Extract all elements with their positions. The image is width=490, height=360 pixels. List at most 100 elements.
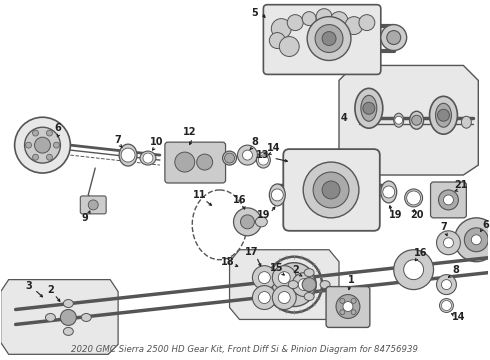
Text: 20: 20	[410, 210, 423, 220]
Ellipse shape	[361, 95, 377, 121]
Ellipse shape	[119, 144, 137, 166]
Text: 7: 7	[115, 135, 122, 145]
Text: 6: 6	[54, 123, 61, 133]
Circle shape	[143, 153, 153, 163]
Circle shape	[238, 145, 257, 165]
Circle shape	[330, 12, 348, 30]
Circle shape	[88, 200, 98, 210]
Circle shape	[252, 266, 276, 289]
Ellipse shape	[140, 151, 156, 165]
Polygon shape	[229, 250, 339, 319]
Polygon shape	[339, 66, 478, 175]
Ellipse shape	[270, 184, 285, 206]
Circle shape	[437, 231, 461, 255]
Circle shape	[336, 294, 360, 319]
Circle shape	[298, 279, 310, 291]
Ellipse shape	[63, 300, 74, 307]
Text: 6: 6	[482, 220, 489, 230]
Circle shape	[322, 181, 340, 199]
Circle shape	[351, 298, 356, 303]
Ellipse shape	[288, 280, 298, 289]
Ellipse shape	[394, 113, 404, 127]
Ellipse shape	[81, 314, 91, 321]
FancyBboxPatch shape	[264, 5, 381, 75]
Circle shape	[278, 292, 290, 303]
Circle shape	[24, 127, 60, 163]
Circle shape	[387, 31, 401, 45]
Text: 15: 15	[270, 263, 283, 273]
Circle shape	[441, 280, 451, 289]
Polygon shape	[0, 280, 118, 354]
Circle shape	[351, 310, 356, 315]
Text: 2020 GMC Sierra 2500 HD Gear Kit, Front Diff Si & Pinion Diagram for 84756939: 2020 GMC Sierra 2500 HD Gear Kit, Front …	[71, 345, 418, 354]
Circle shape	[272, 266, 296, 289]
Circle shape	[258, 272, 270, 284]
Ellipse shape	[304, 269, 314, 276]
Circle shape	[47, 154, 52, 160]
Circle shape	[322, 32, 336, 45]
Circle shape	[279, 37, 299, 57]
Ellipse shape	[256, 152, 270, 168]
Circle shape	[271, 19, 291, 39]
Text: 14: 14	[452, 312, 465, 323]
FancyBboxPatch shape	[326, 287, 370, 328]
Circle shape	[47, 130, 52, 136]
Ellipse shape	[381, 181, 397, 203]
Circle shape	[441, 301, 451, 310]
Circle shape	[15, 117, 71, 173]
FancyBboxPatch shape	[80, 196, 106, 214]
Circle shape	[404, 260, 423, 280]
Ellipse shape	[405, 189, 422, 207]
Text: 18: 18	[221, 257, 234, 267]
Circle shape	[439, 190, 459, 210]
Text: 12: 12	[183, 127, 196, 137]
Circle shape	[438, 109, 449, 121]
Circle shape	[363, 102, 375, 114]
Text: 17: 17	[245, 247, 258, 257]
Circle shape	[443, 195, 453, 205]
Circle shape	[412, 115, 421, 125]
Circle shape	[175, 152, 195, 172]
Circle shape	[315, 24, 343, 53]
Circle shape	[243, 150, 252, 160]
Circle shape	[340, 298, 345, 303]
Circle shape	[272, 263, 316, 306]
Circle shape	[343, 302, 353, 311]
Circle shape	[394, 250, 434, 289]
Ellipse shape	[320, 280, 330, 289]
Circle shape	[284, 275, 304, 294]
Circle shape	[196, 154, 213, 170]
Text: 4: 4	[341, 113, 347, 123]
Circle shape	[302, 12, 316, 26]
Circle shape	[302, 278, 316, 292]
Text: 5: 5	[251, 8, 258, 18]
Circle shape	[234, 208, 261, 236]
Circle shape	[465, 228, 488, 252]
Circle shape	[443, 238, 453, 248]
Circle shape	[313, 172, 349, 208]
Circle shape	[258, 292, 270, 303]
Circle shape	[270, 32, 285, 49]
Circle shape	[53, 142, 59, 148]
Circle shape	[34, 137, 50, 153]
Circle shape	[121, 148, 135, 162]
Circle shape	[271, 189, 283, 201]
Circle shape	[340, 310, 345, 315]
Circle shape	[241, 215, 254, 229]
Circle shape	[383, 186, 395, 198]
Text: 14: 14	[267, 143, 280, 153]
Circle shape	[32, 130, 39, 136]
Circle shape	[316, 9, 332, 24]
Circle shape	[407, 191, 420, 205]
Text: 16: 16	[233, 195, 246, 205]
Text: 3: 3	[25, 280, 32, 291]
Text: 10: 10	[150, 137, 164, 147]
Text: 9: 9	[82, 213, 89, 223]
Text: 7: 7	[440, 222, 447, 232]
Circle shape	[395, 116, 403, 124]
Text: 16: 16	[414, 248, 427, 258]
Circle shape	[381, 24, 407, 50]
FancyBboxPatch shape	[165, 142, 225, 183]
Circle shape	[287, 15, 303, 31]
Ellipse shape	[222, 151, 237, 165]
